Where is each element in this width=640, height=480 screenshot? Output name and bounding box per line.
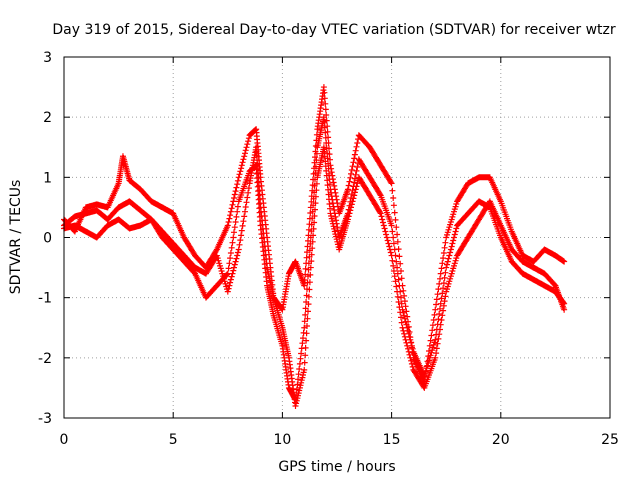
tick-layer: 0 5 10 15 20 25 -3 -2 -1 0 1 2 3 [38, 50, 619, 448]
y-tick-label: 1 [43, 170, 52, 186]
x-tick-label: 25 [601, 432, 619, 448]
series-track-b [61, 114, 568, 403]
y-tick-label: 2 [43, 110, 52, 126]
series-trace [61, 146, 567, 407]
data-point [432, 336, 439, 343]
points-layer [61, 84, 568, 409]
x-tick-label: 15 [383, 432, 401, 448]
y-tick-label: -2 [38, 351, 52, 367]
data-point [235, 246, 242, 253]
x-tick-label: 10 [273, 432, 291, 448]
y-tick-label: 3 [43, 50, 52, 66]
series-track-c [61, 144, 568, 409]
data-point [307, 264, 314, 271]
data-point [399, 324, 406, 331]
y-tick-label: -3 [38, 411, 52, 427]
data-point [388, 252, 395, 259]
x-tick-label: 0 [60, 432, 69, 448]
x-tick-label: 20 [492, 432, 510, 448]
series-trace [61, 116, 567, 403]
series-track-a [61, 84, 568, 385]
series-trace [61, 87, 567, 384]
data-point [235, 174, 242, 181]
chart-title: Day 319 of 2015, Sidereal Day-to-day VTE… [52, 22, 616, 38]
x-axis-label: GPS time / hours [278, 459, 395, 475]
data-point [432, 306, 439, 313]
y-tick-label: -1 [38, 291, 52, 307]
data-point [443, 264, 450, 271]
y-tick-label: 0 [43, 231, 52, 247]
y-axis-label: SDTVAR / TECUs [8, 180, 24, 295]
x-tick-label: 5 [169, 432, 178, 448]
